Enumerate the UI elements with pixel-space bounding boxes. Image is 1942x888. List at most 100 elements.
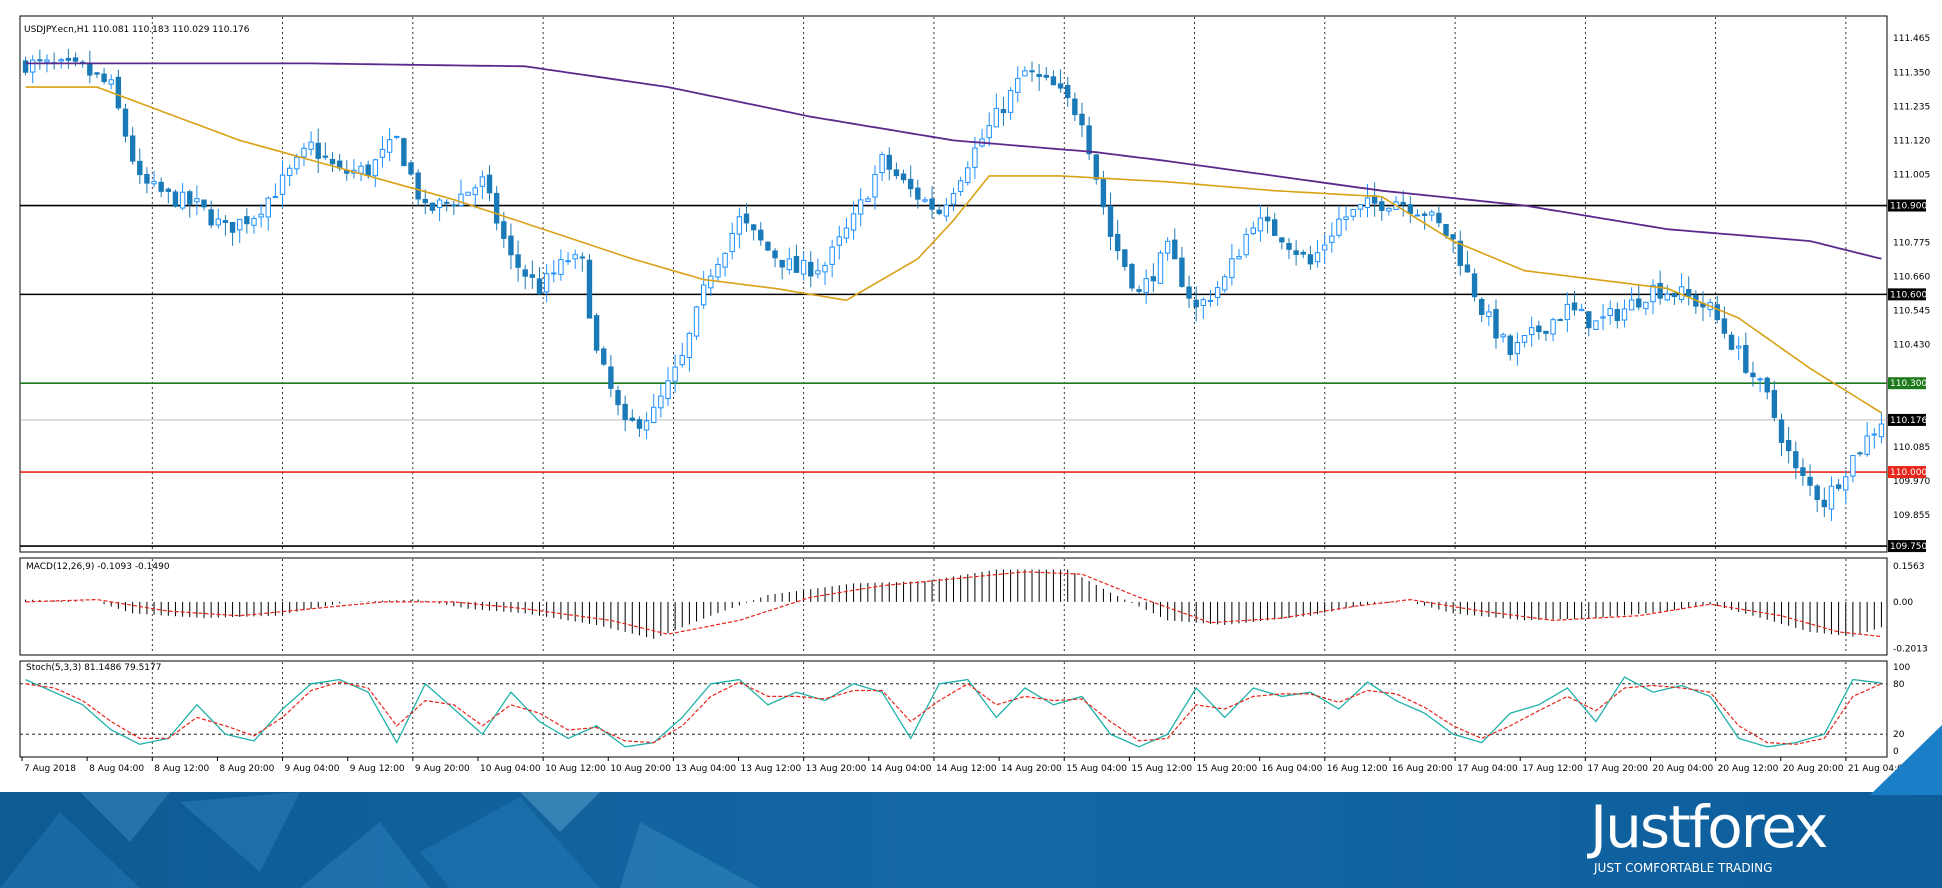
- candle-body: [465, 191, 471, 196]
- candle-body: [722, 252, 728, 268]
- candle-body: [165, 188, 172, 192]
- candle-body: [551, 272, 557, 275]
- candle-body: [1479, 298, 1485, 315]
- time-label: 14 Aug 04:00: [871, 764, 932, 774]
- time-label: 10 Aug 04:00: [480, 764, 541, 774]
- candle-body: [1007, 90, 1014, 113]
- candle-body: [572, 254, 578, 260]
- candle-body: [72, 57, 79, 62]
- level-price-label: 109.750: [1890, 542, 1927, 552]
- price-tick-label: 110.545: [1893, 307, 1930, 317]
- candle-body: [1343, 216, 1349, 220]
- price-tick-label: 111.005: [1893, 170, 1930, 180]
- candle-body: [929, 198, 935, 210]
- candle-body: [629, 417, 635, 421]
- candle-body: [1757, 378, 1763, 381]
- price-tick-label: 111.120: [1893, 136, 1930, 146]
- candle-body: [179, 191, 186, 209]
- candle-body: [286, 167, 293, 177]
- candle-body: [1321, 244, 1328, 251]
- candle-body: [779, 259, 785, 268]
- time-label: 17 Aug 20:00: [1587, 764, 1648, 774]
- candle-body: [1793, 451, 1799, 469]
- time-label: 17 Aug 04:00: [1457, 764, 1518, 774]
- candle-body: [258, 213, 264, 218]
- candle-body: [1507, 335, 1513, 356]
- level-price-tag: [1888, 288, 1926, 301]
- candle-body: [1828, 485, 1835, 510]
- candle-body: [137, 160, 143, 176]
- candle-body: [472, 187, 478, 196]
- candle-body: [1086, 125, 1092, 155]
- candle-body: [907, 178, 914, 190]
- time-label: 14 Aug 12:00: [936, 764, 997, 774]
- candle-body: [1443, 223, 1449, 237]
- candle-body: [729, 232, 735, 253]
- candle-body: [1500, 334, 1506, 338]
- candle-body: [129, 135, 136, 162]
- level-price-tag: [1888, 377, 1926, 390]
- candle-body: [1164, 240, 1171, 254]
- candle-body: [622, 403, 628, 421]
- candle-body: [244, 216, 250, 225]
- candle-body: [1364, 197, 1371, 209]
- candle-body: [1464, 264, 1471, 273]
- candle-body: [565, 260, 571, 263]
- candle-body: [58, 59, 64, 62]
- candle-body: [700, 284, 707, 306]
- candle-body: [1272, 219, 1278, 236]
- time-label: 13 Aug 04:00: [675, 764, 736, 774]
- candle-body: [943, 204, 950, 217]
- candle-body: [1593, 320, 1599, 330]
- candle-body: [1871, 433, 1877, 436]
- macd-tick-label: 0.00: [1893, 598, 1913, 608]
- price-tick-label: 109.855: [1893, 511, 1930, 521]
- candle-body: [508, 235, 514, 256]
- level-price-label: 110.000: [1890, 468, 1927, 478]
- candle-body: [986, 125, 992, 139]
- candle-body: [601, 348, 607, 365]
- candle-body: [501, 221, 507, 239]
- candle-body: [922, 199, 928, 202]
- candle-body: [515, 254, 521, 268]
- macd-signal-line: [25, 571, 1882, 638]
- candle-body: [108, 79, 114, 85]
- candle-body: [915, 187, 921, 200]
- candle-body: [1214, 287, 1221, 299]
- brand-tagline: JUST COMFORTABLE TRADING: [1594, 861, 1773, 875]
- candle-body: [1421, 213, 1428, 216]
- footer-banner: [0, 792, 1942, 888]
- candle-body: [408, 162, 414, 175]
- candle-body: [1050, 76, 1057, 86]
- time-label: 9 Aug 04:00: [285, 764, 340, 774]
- candle-body: [1493, 308, 1499, 339]
- candle-body: [115, 76, 122, 109]
- candle-body: [1057, 83, 1064, 89]
- candle-body: [215, 218, 221, 226]
- candle-body: [1486, 311, 1492, 318]
- candle-body: [30, 59, 36, 73]
- candle-body: [765, 241, 771, 251]
- candle-body: [715, 263, 721, 278]
- candle-body: [957, 180, 964, 193]
- time-label: 7 Aug 2018: [24, 764, 76, 774]
- candle-body: [772, 250, 778, 259]
- stoch-tick-label: 100: [1893, 663, 1910, 673]
- candle-body: [643, 420, 650, 431]
- time-label: 15 Aug 04:00: [1066, 764, 1127, 774]
- candle-body: [1400, 201, 1406, 205]
- candle-body: [429, 202, 436, 211]
- candle-body: [1022, 70, 1028, 77]
- candle-body: [1771, 389, 1778, 418]
- candle-body: [543, 273, 550, 293]
- candle-body: [1664, 293, 1670, 301]
- time-label: 20 Aug 04:00: [1652, 764, 1713, 774]
- macd-header: MACD(12,26,9) -0.1093 -0.1490: [26, 562, 170, 572]
- candle-body: [436, 199, 443, 209]
- candle-body: [758, 229, 764, 241]
- candle-body: [1407, 204, 1414, 214]
- time-label: 21 Aug 04:00: [1848, 764, 1909, 774]
- candle-body: [593, 315, 600, 351]
- candle-body: [1193, 299, 1199, 308]
- candle-body: [65, 57, 72, 61]
